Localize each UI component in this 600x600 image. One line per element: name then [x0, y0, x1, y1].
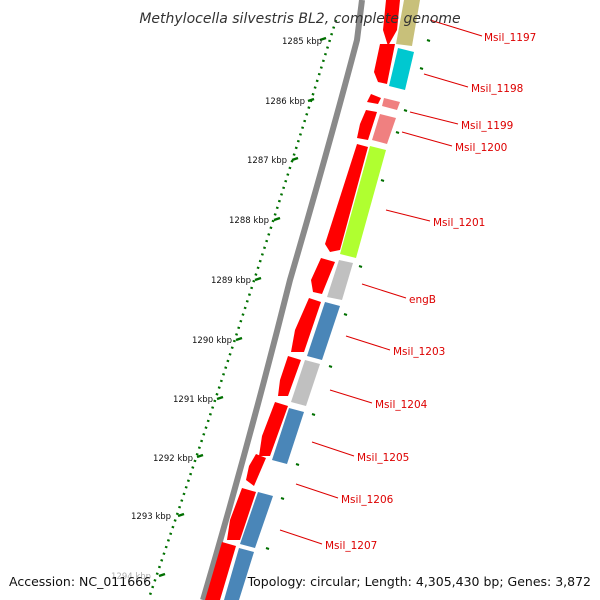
gene-arrow [374, 44, 395, 84]
ruler-ticks [158, 36, 327, 578]
gene-label-engB: engB [409, 294, 436, 306]
gene-label-msil-1198: Msil_1198 [471, 83, 523, 95]
ruler-label-1291: 1291 kbp [173, 395, 213, 405]
accession-text: Accession: NC_011666 [9, 574, 151, 589]
gene-arrow [367, 94, 381, 104]
gene-arrow [291, 298, 321, 352]
gene-block-msil-1199 [382, 98, 400, 110]
gene-label-msil-1200: Msil_1200 [455, 142, 507, 154]
gene-block-msil-1197 [396, 0, 420, 46]
gene-block-msil-1206 [240, 492, 273, 548]
gene-label-msil-1207: Msil_1207 [325, 540, 377, 552]
gene-block-msil-1204 [291, 360, 320, 406]
gene-arrow [311, 258, 335, 294]
ruler-label-1292: 1292 kbp [153, 454, 193, 464]
ruler-label-1290: 1290 kbp [192, 336, 232, 346]
gene-arrow [383, 0, 400, 46]
gene-arrow [259, 402, 288, 456]
gene-arrow [246, 454, 266, 486]
gene-arrow [278, 356, 301, 396]
ruler-label-1287: 1287 kbp [247, 156, 287, 166]
gene-label-msil-1199: Msil_1199 [461, 120, 513, 132]
reverse-strand-genes [224, 0, 420, 600]
gene-label-msil-1197: Msil_1197 [484, 32, 536, 44]
gene-block-msil-1198 [389, 48, 414, 90]
gene-block-msil-1207 [224, 548, 254, 600]
gene-label-msil-1205: Msil_1205 [357, 452, 409, 464]
forward-strand-genes [205, 0, 400, 600]
genome-summary-text: Topology: circular; Length: 4,305,430 bp… [247, 574, 591, 589]
gene-arrow [227, 488, 256, 540]
ruler-label-1288: 1288 kbp [229, 216, 269, 226]
gene-label-msil-1204: Msil_1204 [375, 399, 428, 411]
genome-backbone [200, 0, 365, 600]
ruler-label-1293: 1293 kbp [131, 512, 171, 522]
gene-arrow [325, 144, 368, 252]
gene-arrow [205, 542, 236, 600]
map-title: Methylocella silvestris BL2, complete ge… [139, 11, 460, 27]
gene-label-msil-1203: Msil_1203 [393, 346, 445, 358]
ruler-label-1289: 1289 kbp [211, 276, 251, 286]
gene-label-msil-1201: Msil_1201 [433, 217, 485, 229]
ruler-label-1285: 1285 kbp [282, 37, 322, 47]
gene-label-msil-1206: Msil_1206 [341, 494, 394, 506]
gene-block-msil-1200 [372, 114, 396, 144]
gene-block-msil-1205 [272, 408, 304, 464]
gene-arrow [357, 110, 377, 140]
gene-block-msil-1201 [340, 146, 386, 258]
ruler-label-1286: 1286 kbp [265, 97, 305, 107]
gene-tick-marks [265, 39, 431, 550]
ruler-label-1294: 1294 kbp [111, 572, 151, 582]
label-leaders [279, 19, 483, 545]
gene-block-engB [327, 260, 353, 300]
gene-block-msil-1203 [307, 302, 340, 360]
